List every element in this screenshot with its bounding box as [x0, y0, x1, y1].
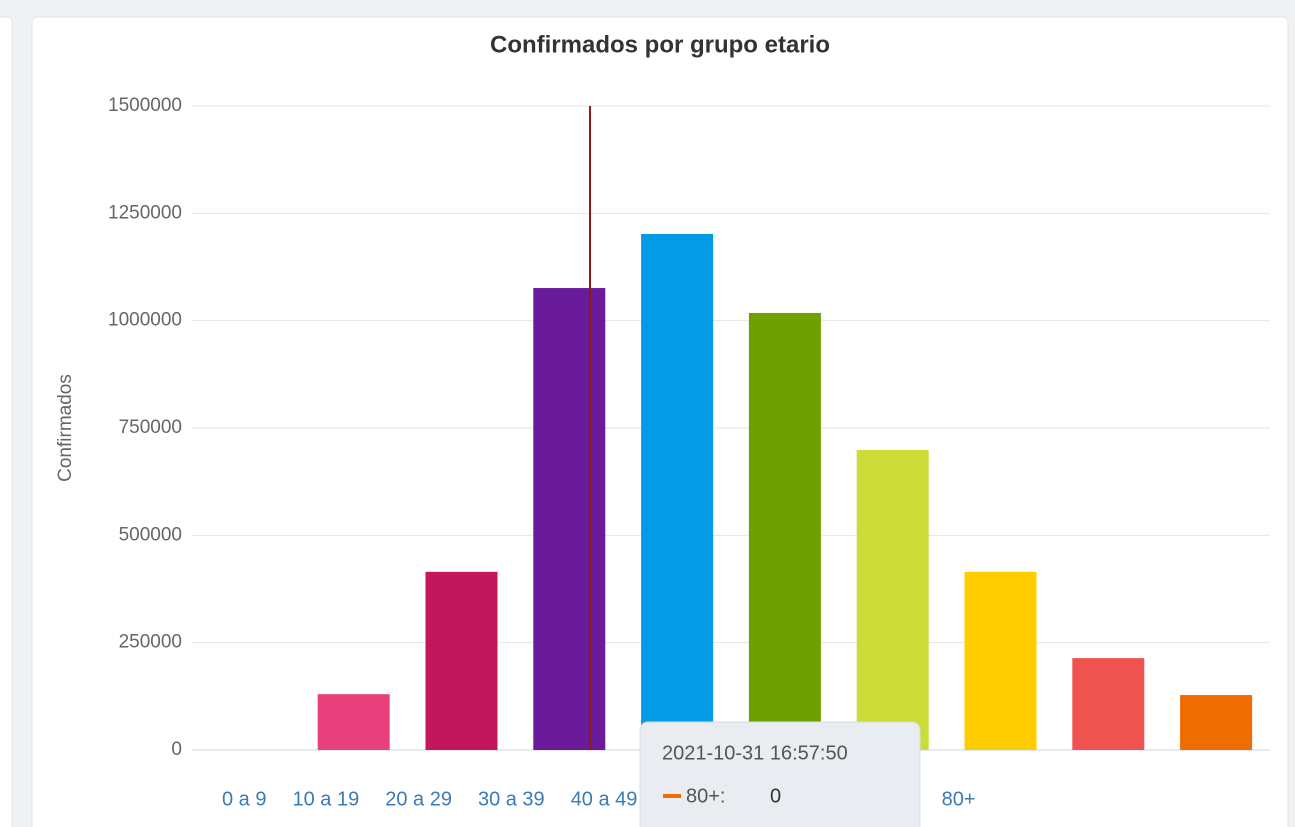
tooltip-title: 2021-10-31 16:57:50 [662, 742, 848, 764]
bar [964, 571, 1037, 750]
bar [641, 233, 714, 750]
legend-item[interactable]: 30 a 39 [478, 788, 545, 810]
bar [317, 694, 390, 750]
y-tick-label: 1500000 [108, 95, 182, 116]
tooltip-label: 80+: [686, 785, 725, 807]
side-card [0, 16, 13, 827]
legend-item[interactable]: 40 a 49 [571, 788, 638, 810]
y-axis-label: Confirmados [55, 374, 76, 482]
y-tick-label: 500000 [119, 524, 182, 545]
tooltip-box [639, 721, 921, 827]
y-tick-label: 0 [171, 739, 182, 760]
y-tick-label: 750000 [119, 417, 182, 438]
legend-item[interactable]: 10 a 19 [292, 788, 359, 810]
chart-title: Confirmados por grupo etario [490, 31, 830, 58]
legend-item[interactable]: 0 a 9 [222, 788, 266, 810]
y-tick-label: 1000000 [108, 310, 182, 331]
tooltip-swatch [663, 794, 681, 798]
y-tick-label: 250000 [119, 632, 182, 653]
y-tick-label: 1250000 [108, 202, 182, 223]
tooltip-value: 0 [770, 785, 781, 807]
bar [1072, 658, 1145, 750]
bar [533, 288, 606, 750]
bar [748, 312, 821, 750]
legend-item[interactable]: 80+ [942, 788, 976, 810]
bar [1180, 695, 1253, 750]
bar [856, 449, 929, 750]
bar [425, 571, 498, 750]
legend-item[interactable]: 20 a 29 [385, 788, 452, 810]
